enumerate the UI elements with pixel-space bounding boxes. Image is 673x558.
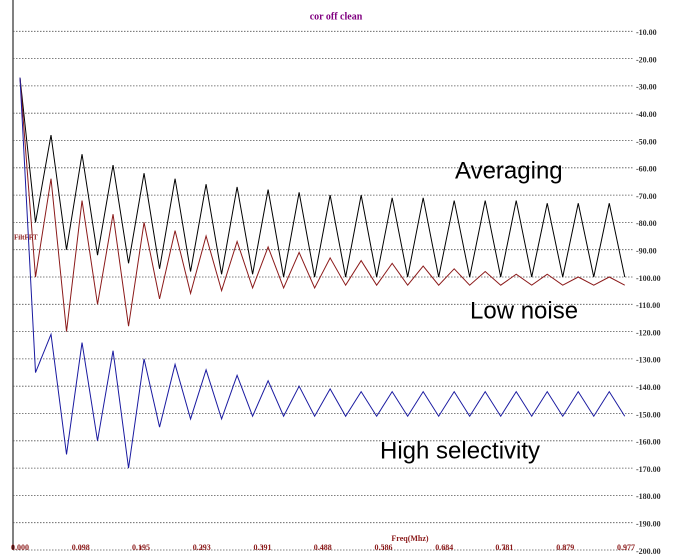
x-tick-label: 0.391 bbox=[254, 543, 272, 552]
x-tick-label: 0.684 bbox=[435, 543, 453, 552]
x-tick-label: 0.586 bbox=[374, 543, 392, 552]
series-label: Averaging bbox=[455, 157, 563, 184]
x-tick-label: 0.781 bbox=[495, 543, 513, 552]
y-tick-label: -60.00 bbox=[636, 165, 657, 174]
y-tick-label: -120.00 bbox=[636, 328, 661, 337]
y-tick-label: -80.00 bbox=[636, 219, 657, 228]
y-tick-label: -70.00 bbox=[636, 192, 657, 201]
y-tick-label: -40.00 bbox=[636, 110, 657, 119]
y-tick-label: -180.00 bbox=[636, 492, 661, 501]
series-line bbox=[19, 77, 625, 332]
y-tick-label: -90.00 bbox=[636, 247, 657, 256]
x-tick-label: 0.098 bbox=[72, 543, 90, 552]
series-label: Low noise bbox=[470, 297, 578, 324]
series-label: High selectivity bbox=[380, 437, 540, 464]
x-tick-label: 0.488 bbox=[314, 543, 332, 552]
y-tick-label: -140.00 bbox=[636, 383, 661, 392]
x-tick-label: 0.293 bbox=[193, 543, 211, 552]
y-tick-label: -50.00 bbox=[636, 137, 657, 146]
x-tick-label: 0.195 bbox=[132, 543, 150, 552]
chart-title: cor off clean bbox=[310, 11, 363, 22]
y-tick-label: -130.00 bbox=[636, 356, 661, 365]
y-tick-label: -200.00 bbox=[636, 547, 661, 556]
y-axis-label: FiltFFT bbox=[14, 234, 38, 242]
y-tick-label: -100.00 bbox=[636, 274, 661, 283]
x-axis-label: Freq(Mhz) bbox=[391, 534, 429, 543]
y-tick-label: -190.00 bbox=[636, 520, 661, 529]
y-tick-label: -30.00 bbox=[636, 83, 657, 92]
y-tick-label: -150.00 bbox=[636, 410, 661, 419]
y-tick-label: -10.00 bbox=[636, 28, 657, 37]
x-tick-label: 0.977 bbox=[617, 543, 635, 552]
series-line bbox=[19, 77, 626, 278]
series-line bbox=[19, 77, 626, 469]
x-tick-label: 0.879 bbox=[556, 543, 574, 552]
y-tick-label: -110.00 bbox=[636, 301, 660, 310]
y-tick-label: -170.00 bbox=[636, 465, 661, 474]
x-tick-label: 0.000 bbox=[11, 543, 29, 552]
y-tick-label: -20.00 bbox=[636, 55, 657, 64]
y-tick-label: -160.00 bbox=[636, 438, 661, 447]
